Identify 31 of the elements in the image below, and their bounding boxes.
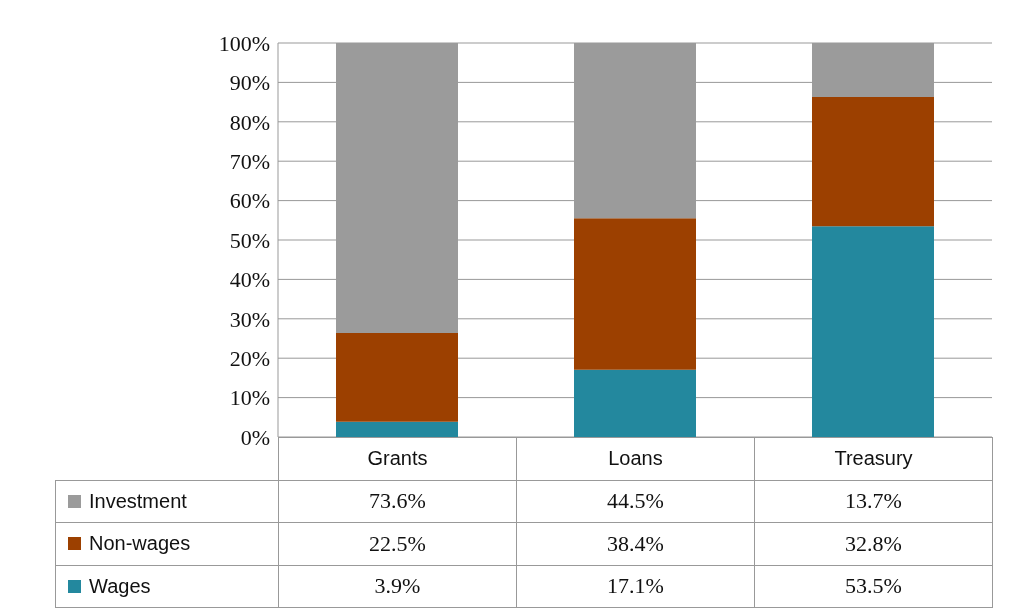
x-tick-label: Treasury — [754, 437, 993, 481]
y-tick-label: 50% — [229, 227, 270, 253]
y-tick-label: 30% — [229, 306, 270, 332]
legend-label: Investment — [89, 489, 187, 513]
y-tick-label: 60% — [229, 188, 270, 214]
bar — [574, 218, 696, 370]
bar — [336, 421, 458, 437]
bar — [812, 96, 934, 227]
data-label: 38.4% — [516, 522, 755, 566]
data-label: 44.5% — [516, 479, 755, 523]
data-label: 53.5% — [754, 564, 993, 608]
y-tick-label: 90% — [229, 70, 270, 96]
y-tick-label: 20% — [229, 346, 270, 372]
y-tick-label: 40% — [229, 267, 270, 293]
x-tick-label: Grants — [278, 437, 517, 481]
y-tick-label: 80% — [229, 109, 270, 135]
data-label: 32.8% — [754, 522, 993, 566]
data-label: 22.5% — [278, 522, 517, 566]
y-tick-label: 100% — [218, 30, 270, 56]
data-label: 73.6% — [278, 479, 517, 523]
bar — [812, 226, 934, 437]
legend-label: Wages — [89, 574, 151, 598]
data-label: 17.1% — [516, 564, 755, 608]
x-tick-label: Loans — [516, 437, 755, 481]
legend-label: Non-wages — [89, 532, 191, 556]
bar — [336, 332, 458, 422]
data-label: 13.7% — [754, 479, 993, 523]
data-label: 3.9% — [278, 564, 517, 608]
y-tick-label: 10% — [229, 385, 270, 411]
y-tick-label: 0% — [240, 424, 270, 450]
y-tick-label: 70% — [229, 149, 270, 175]
